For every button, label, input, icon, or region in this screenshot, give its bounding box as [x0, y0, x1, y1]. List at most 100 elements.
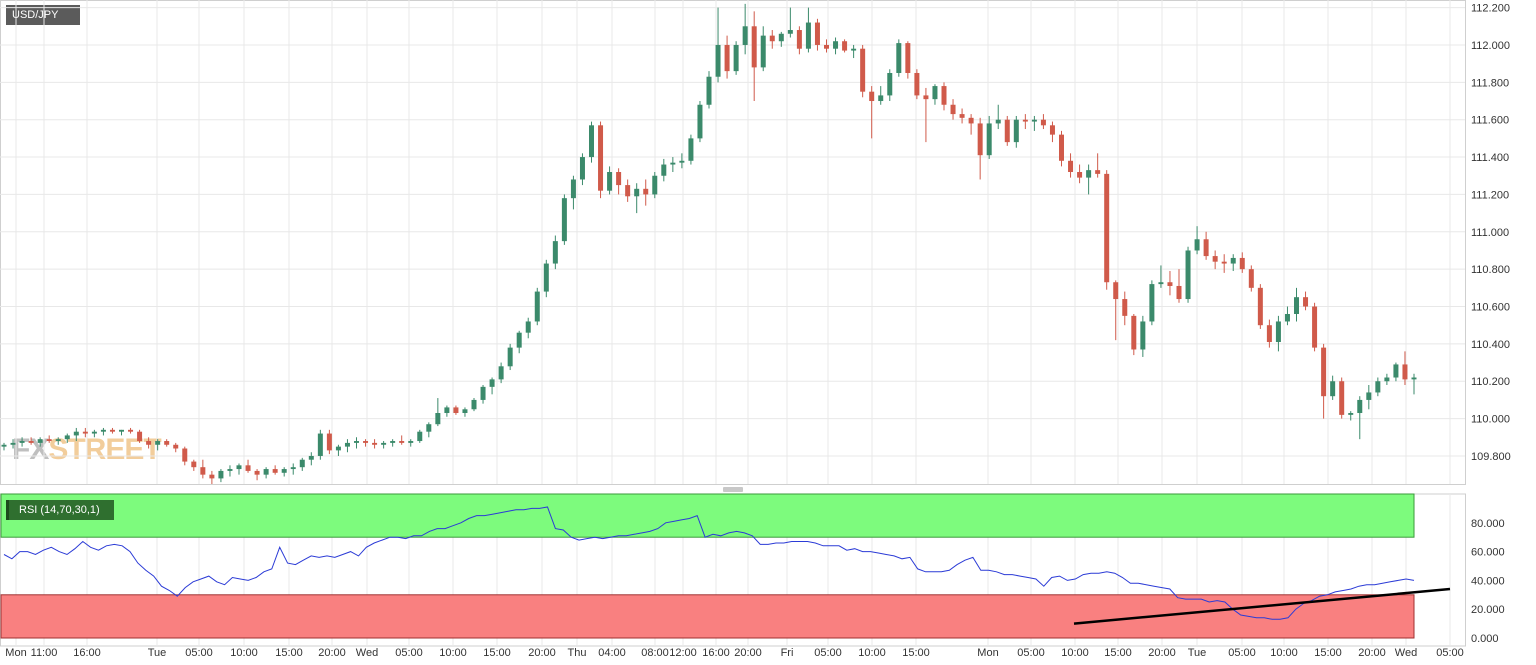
candle-body	[824, 44, 829, 49]
candle-body	[706, 76, 712, 105]
candle-body	[1221, 261, 1227, 264]
candle-body	[941, 86, 947, 105]
candle-body	[191, 461, 197, 468]
time-tick-label: Wed	[356, 647, 378, 659]
candle-body	[1149, 284, 1155, 322]
candle-body	[1312, 306, 1318, 348]
candle-body	[73, 431, 79, 436]
candle-body	[1, 444, 7, 447]
candle-body	[1131, 315, 1137, 350]
rsi-badge: RSI (14,70,30,1)	[6, 500, 114, 520]
time-tick-label: 10:00	[230, 647, 258, 659]
candle-body	[914, 72, 920, 96]
candle-body	[652, 175, 658, 195]
candle-body	[1113, 282, 1119, 300]
candle-body	[19, 441, 25, 443]
time-tick-label: 05:00	[395, 647, 423, 659]
candle-body	[1303, 297, 1309, 307]
candle-body	[561, 198, 567, 242]
candle-body	[796, 30, 802, 49]
candle-body	[833, 41, 839, 49]
time-tick-label: Tue	[148, 647, 167, 659]
rsi-line	[3, 506, 1415, 620]
rsi-tick-label: 80.000	[1471, 518, 1505, 530]
candle-body	[1158, 282, 1164, 285]
time-tick-label: 10:00	[1061, 647, 1089, 659]
candle-body	[932, 86, 938, 100]
candle-body	[1167, 282, 1173, 286]
candle-body	[1357, 399, 1363, 414]
candle-body	[842, 41, 848, 51]
candle-body	[787, 30, 793, 34]
candle-body	[164, 441, 170, 445]
candle-body	[507, 347, 513, 367]
candle-body	[751, 26, 757, 68]
candle-body	[959, 114, 965, 118]
candle-body	[498, 366, 504, 380]
candle-body	[986, 123, 992, 156]
candle-body	[91, 431, 97, 434]
candle-body	[1275, 321, 1281, 343]
candle-body	[1140, 321, 1146, 350]
symbol-badge: USD/JPY	[6, 5, 80, 25]
time-tick-label: 20:00	[734, 647, 762, 659]
candle-body	[534, 291, 540, 322]
candle-body	[1013, 119, 1019, 143]
price-axis: 112.200 112.000 111.800 111.600 111.400 111.2…	[1471, 3, 1511, 463]
candle-body	[1022, 119, 1028, 122]
candle-body	[1122, 299, 1128, 316]
candle-body	[552, 241, 558, 264]
candle-body	[851, 48, 857, 51]
candle-body	[453, 407, 459, 414]
time-tick-label: Tue	[1188, 647, 1207, 659]
candle-body	[426, 424, 432, 432]
time-tick-label: 16:00	[73, 647, 101, 659]
price-tick-label: 111.800	[1471, 77, 1509, 89]
candle-body	[182, 448, 188, 462]
candle-body	[462, 409, 468, 414]
candle-body	[1049, 125, 1055, 135]
time-tick-label: 20:00	[528, 647, 556, 659]
candle-body	[516, 332, 522, 348]
candle-body	[887, 72, 893, 96]
candle-body	[760, 35, 766, 68]
candle-body	[778, 33, 784, 42]
price-tick-label: 110.600	[1471, 302, 1510, 314]
candle-body	[570, 179, 576, 199]
candle-body	[399, 441, 405, 443]
rsi-trendline	[1073, 587, 1451, 625]
candle-body	[236, 465, 242, 470]
candle-body	[444, 407, 450, 414]
candle-body	[905, 43, 911, 73]
candle-body	[525, 321, 531, 333]
time-tick-label: 16:00	[702, 647, 730, 659]
candle-body	[218, 470, 224, 479]
rsi-overbought-zone	[0, 493, 1415, 538]
candle-body	[1194, 239, 1200, 251]
candle-body	[589, 125, 594, 158]
candle-body	[1266, 325, 1272, 343]
candle-body	[977, 123, 983, 156]
candle-body	[173, 444, 179, 449]
candle-body	[1104, 173, 1110, 283]
time-tick-label: 15:00	[1314, 647, 1342, 659]
candle-body	[950, 104, 956, 115]
candle-body	[869, 91, 875, 102]
candle-body	[28, 441, 34, 443]
candle-body	[480, 386, 486, 400]
candle-body	[1031, 119, 1037, 122]
candle-body	[1203, 239, 1209, 257]
rsi-oversold-zone	[0, 594, 1415, 639]
candle-body	[625, 185, 631, 197]
candle-body	[155, 441, 161, 445]
candle-body	[1348, 413, 1354, 415]
time-tick-label: 12:00	[669, 647, 697, 659]
candles-layer	[1, 3, 1417, 484]
rsi-tick-label: 0.000	[1471, 633, 1499, 645]
candle-body	[995, 119, 1001, 124]
time-tick-label: Fri	[781, 647, 794, 659]
candle-body	[100, 429, 106, 432]
candle-body	[354, 441, 359, 443]
candle-body	[1077, 172, 1083, 178]
